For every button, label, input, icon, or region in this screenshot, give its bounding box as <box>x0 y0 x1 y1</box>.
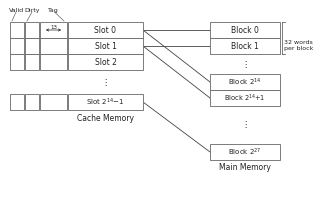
Text: Dirty: Dirty <box>24 7 40 12</box>
Bar <box>40 94 67 110</box>
Bar <box>10 22 24 38</box>
Text: ⋮: ⋮ <box>241 59 249 68</box>
Text: Block $2^{27}$: Block $2^{27}$ <box>228 146 262 158</box>
Bar <box>68 94 143 110</box>
Bar <box>210 22 280 38</box>
Bar <box>10 38 24 54</box>
Bar <box>210 38 280 54</box>
Text: Slot $2^{14}$$-$1: Slot $2^{14}$$-$1 <box>86 96 124 108</box>
Text: Cache Memory: Cache Memory <box>77 113 134 122</box>
Bar <box>25 38 39 54</box>
Text: Block $2^{14}$+1: Block $2^{14}$+1 <box>224 92 266 104</box>
Bar <box>68 22 143 38</box>
Bar <box>25 94 39 110</box>
Text: ⋮: ⋮ <box>101 77 110 86</box>
Text: Block $2^{14}$: Block $2^{14}$ <box>228 76 262 88</box>
Bar <box>210 90 280 106</box>
Bar <box>10 54 24 70</box>
Text: Block 1: Block 1 <box>231 42 259 51</box>
Text: ⋮: ⋮ <box>241 120 249 129</box>
Text: Slot 1: Slot 1 <box>95 42 116 51</box>
Bar <box>40 54 67 70</box>
Bar <box>40 22 67 38</box>
Text: Slot 0: Slot 0 <box>94 25 116 34</box>
Bar <box>210 144 280 160</box>
Bar <box>25 54 39 70</box>
Bar <box>25 22 39 38</box>
Text: 13: 13 <box>50 25 57 30</box>
Text: Slot 2: Slot 2 <box>95 58 116 67</box>
Text: Tag: Tag <box>48 7 59 12</box>
Text: Main Memory: Main Memory <box>219 163 271 172</box>
Bar <box>210 74 280 90</box>
Text: Block 0: Block 0 <box>231 25 259 34</box>
Text: Valid: Valid <box>9 7 25 12</box>
Bar <box>10 94 24 110</box>
Bar <box>68 54 143 70</box>
Text: 32 words
per block: 32 words per block <box>284 40 313 51</box>
Bar <box>68 38 143 54</box>
Bar <box>40 38 67 54</box>
